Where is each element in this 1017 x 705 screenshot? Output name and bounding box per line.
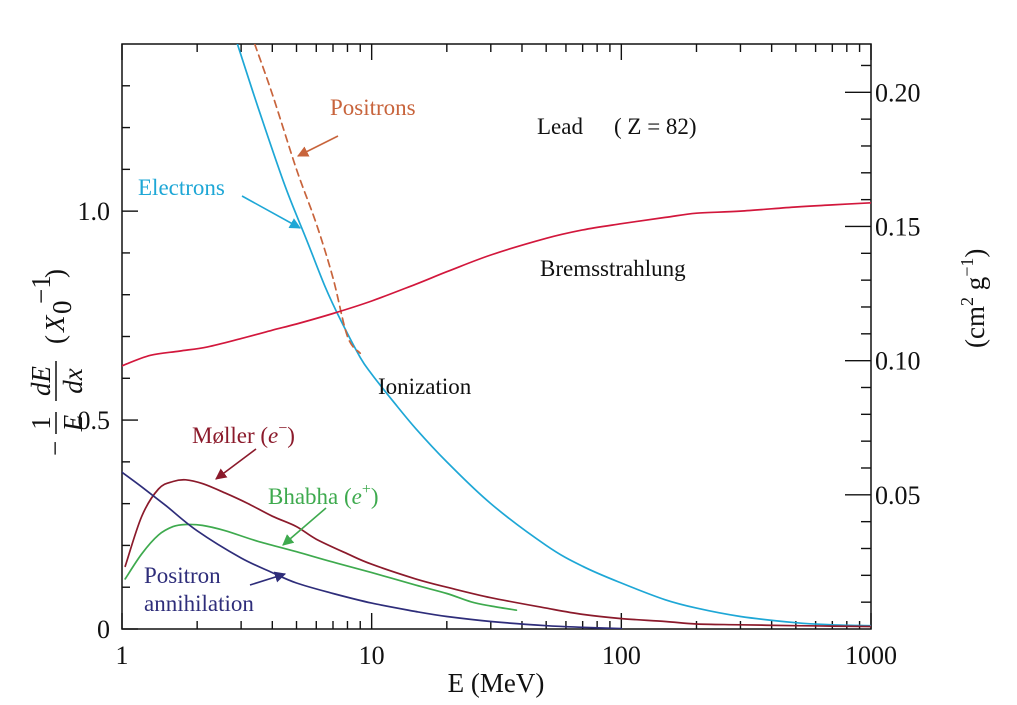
arrow-positrons [296,135,339,157]
y-title-minus: − [40,441,70,456]
y2-title-text: (cm2 g−1) [957,249,990,348]
y2-tick-label: 0.05 [875,481,921,510]
axis-tick-labels: 1 10 100 1000 0 0.5 1.0 0.05 0.10 0.15 0.20 [78,78,921,670]
series-line-bhabha-e [124,523,518,612]
y-title-unit-symbol: X [40,314,70,333]
y2-tick-label: 0.10 [875,347,921,376]
annotation-annihilation: annihilation [144,591,254,616]
annotation-lead: Lead [537,114,583,139]
axis-ticks [121,44,872,630]
x-tick-label: 1000 [845,641,897,670]
y-axis-title: − 1 E dE dx ( X 0 −1 ) [26,269,88,456]
x-tick-label: 100 [602,641,641,670]
y-title-unit-open: ( [40,335,70,344]
arrow-electrons [241,195,301,229]
series-line-bremsstrahlung [122,201,871,367]
y-tick-label: 1.0 [78,197,111,226]
annotation-z82: ( Z = 82) [614,114,697,139]
annotation-positrons: Positrons [330,95,416,120]
series-line-ionization [236,44,871,627]
plot-frame [121,43,872,630]
arrow-annihilation [249,571,287,586]
annotation-bhabha: Bhabha (e+) [268,481,379,509]
annotation-ionization: Ionization [378,374,472,399]
y-title-frac1-den: E [58,414,88,432]
annotation-moller: Møller (e−) [192,420,295,448]
annotation-positron: Positron [144,563,221,588]
arrow-bhabha [282,507,327,546]
y-title-frac1-num: 1 [26,416,56,430]
annotation-bremsstrahlung: Bremsstrahlung [540,256,686,281]
y-title-unit-close: ) [40,269,70,278]
y-tick-label: 0 [97,615,110,644]
y2-axis-title: (cm2 g−1) [957,249,990,348]
series-line-m-ller-e [124,478,871,628]
series-line-positrons [253,44,362,355]
x-tick-label: 1 [116,641,129,670]
series-curves [122,44,871,629]
y2-tick-label: 0.20 [875,78,921,107]
annotation-electrons: Electrons [138,175,225,200]
y-title-unit-sub: 0 [47,301,77,315]
y-title-unit-sup: −1 [26,275,56,304]
y2-tick-label: 0.15 [875,212,921,241]
y-tick-label: 0.5 [78,406,111,435]
arrow-moller [215,448,257,480]
y-title-frac2-den: dx [58,368,88,394]
x-tick-label: 10 [359,641,385,670]
series-line-positron-annihilation [122,471,623,629]
x-axis-title: E (MeV) [448,668,545,698]
y-title-frac2-num: dE [26,366,56,397]
